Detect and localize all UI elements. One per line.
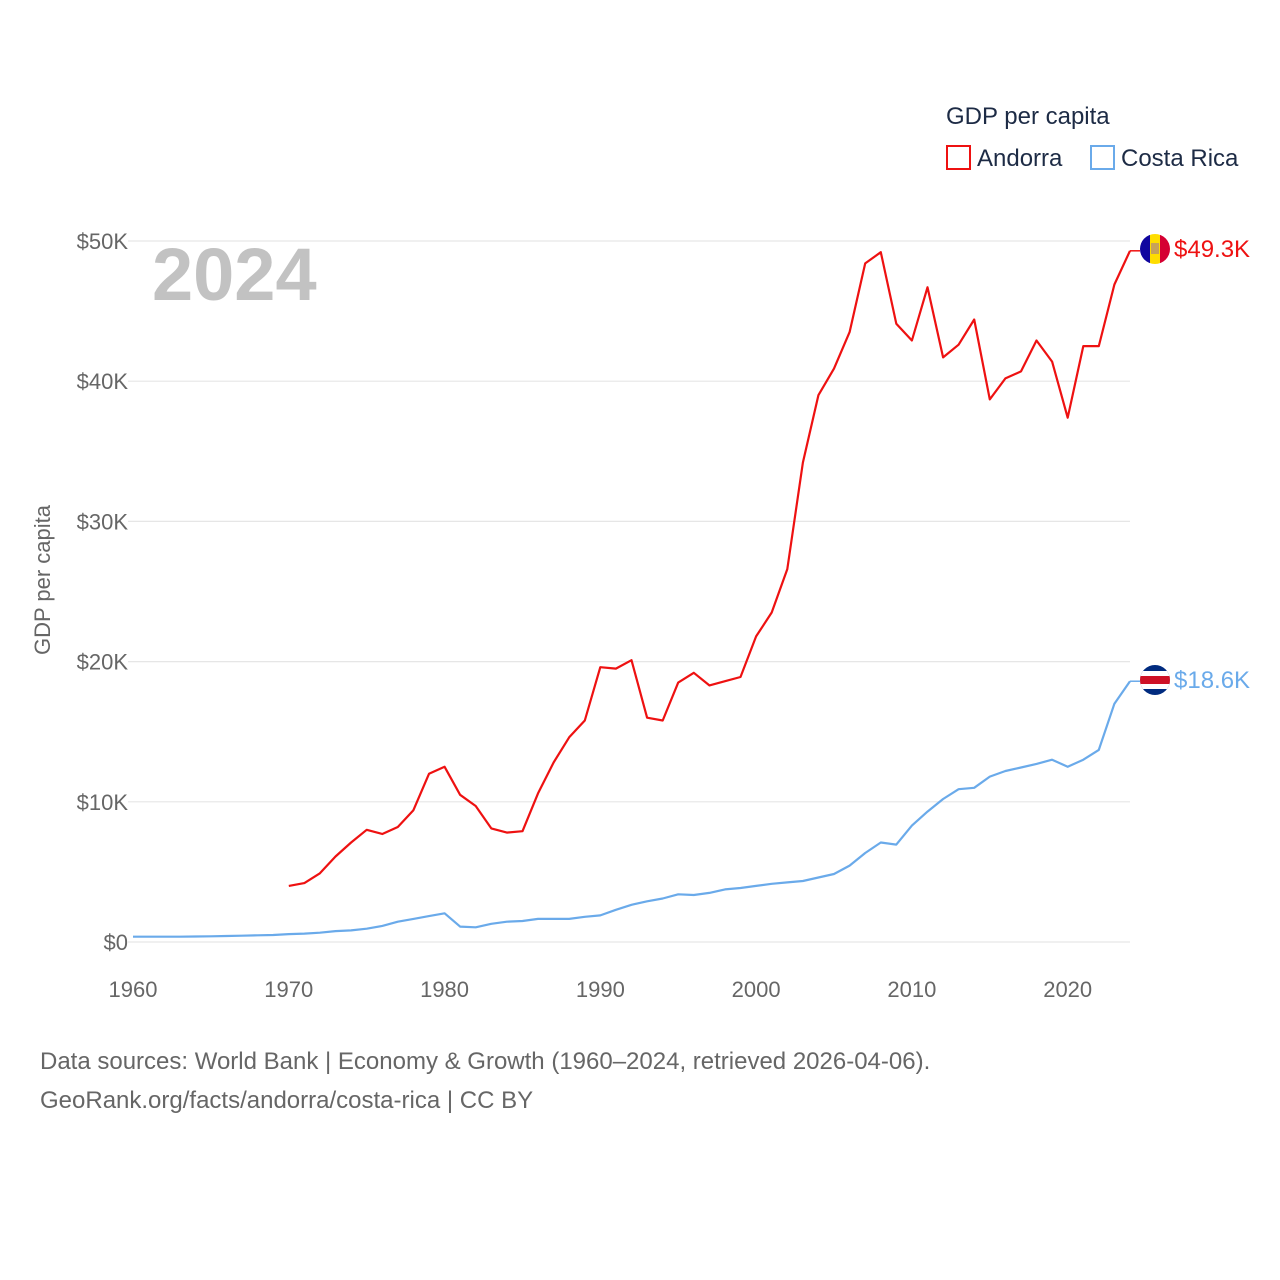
legend-swatch-andorra (946, 145, 971, 170)
y-tick-label: $50K (77, 229, 129, 254)
andorra-end-label: $49.3K (1174, 236, 1250, 263)
x-tick-label: 2020 (1043, 977, 1092, 1002)
legend-title: GDP per capita (946, 103, 1110, 130)
y-axis-label: GDP per capita (30, 504, 55, 655)
y-tick-label: $30K (77, 509, 129, 534)
x-tick-label: 1980 (420, 977, 469, 1002)
legend-item-andorra[interactable]: Andorra (946, 145, 1063, 172)
series-lines (133, 250, 1140, 938)
y-tick-label: $20K (77, 650, 129, 675)
x-tick-label: 1990 (576, 977, 625, 1002)
y-tick-label: $10K (77, 790, 129, 815)
andorra-flag-icon (1140, 234, 1170, 264)
data-source-note: Data sources: World Bank | Economy & Gro… (40, 1048, 930, 1075)
legend-label-costa-rica: Costa Rica (1121, 145, 1239, 172)
source-link[interactable]: GeoRank.org/facts/andorra/costa-rica | C… (40, 1087, 533, 1114)
year-watermark: 2024 (152, 233, 317, 316)
legend-item-costa-rica[interactable]: Costa Rica (1090, 145, 1239, 172)
y-tick-label: $0 (104, 930, 128, 955)
x-tick-label: 1960 (109, 977, 158, 1002)
legend-label-andorra: Andorra (977, 145, 1063, 172)
x-axis-ticks: 1960 1970 1980 1990 2000 2010 2020 (109, 977, 1093, 1002)
y-tick-label: $40K (77, 369, 129, 394)
series-line-costa-rica (133, 680, 1131, 938)
x-tick-label: 1970 (264, 977, 313, 1002)
costa-rica-end-label: $18.6K (1174, 667, 1250, 694)
legend-swatch-costa-rica (1090, 145, 1115, 170)
y-axis-ticks: $0 $10K $20K $30K $40K $50K (77, 229, 129, 955)
series-line-andorra (288, 250, 1131, 887)
x-tick-label: 2010 (887, 977, 936, 1002)
costa-rica-flag-icon (1140, 665, 1170, 695)
x-tick-label: 2000 (732, 977, 781, 1002)
